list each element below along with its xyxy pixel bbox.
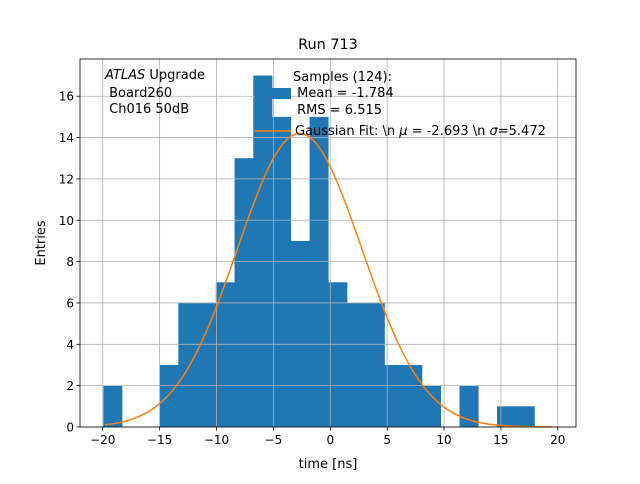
histogram-bar: [497, 406, 517, 427]
x-tick-label: 20: [550, 433, 565, 447]
atlas-label: ATLAS: [104, 68, 145, 83]
histogram-bar: [178, 302, 198, 427]
histogram-bar: [309, 116, 329, 428]
histogram-bar: [515, 406, 535, 427]
x-tick-label: −10: [204, 433, 229, 447]
x-tick-label: −20: [90, 433, 115, 447]
x-tick-label: 0: [326, 433, 334, 447]
histogram-bar: [384, 364, 404, 427]
histogram-bar: [159, 364, 179, 427]
y-tick-label: 16: [59, 90, 74, 104]
histogram-bar: [347, 302, 367, 427]
channel-label: Ch016 50dB: [105, 102, 189, 117]
legend: Samples (124): Mean = -1.784 RMS = 6.515…: [255, 70, 546, 139]
histogram-bars: [103, 75, 535, 428]
histogram-bar: [103, 385, 123, 427]
gaussian-fit-line: [104, 132, 553, 428]
y-axis-label: Entries: [34, 220, 49, 266]
legend-fit-label: Gaussian Fit: \n μ = -2.693 \n σ=5.472: [295, 124, 546, 139]
x-tick-label: 15: [493, 433, 508, 447]
x-tick-label: 10: [436, 433, 451, 447]
y-tick-label: 14: [59, 131, 74, 145]
upgrade-label: Upgrade: [145, 68, 205, 83]
histogram-bar: [197, 302, 217, 427]
legend-hist-line2: Mean = -1.784: [293, 86, 394, 101]
legend-hist-line3: RMS = 6.515: [293, 103, 382, 118]
histogram-bar: [215, 282, 235, 427]
histogram-bar: [272, 116, 292, 428]
histogram-bar: [234, 158, 254, 427]
histogram-bar: [365, 302, 385, 427]
y-tick-label: 12: [59, 172, 74, 186]
axes-frame: [79, 58, 577, 428]
y-tick-label: 6: [66, 296, 74, 310]
histogram-bar: [253, 75, 273, 427]
x-ticks: −20 −15 −10 −5 0 5 10 15 20: [90, 427, 565, 447]
histogram-bar: [403, 364, 423, 427]
y-tick-label: 0: [66, 421, 74, 435]
y-tick-label: 10: [59, 214, 74, 228]
svg-text:ATLAS Upgrade: ATLAS Upgrade: [104, 68, 205, 83]
annotation: ATLAS Upgrade Board260 Ch016 50dB: [104, 68, 205, 117]
x-tick-label: −15: [147, 433, 172, 447]
y-tick-label: 8: [66, 255, 74, 269]
x-axis-label: time [ns]: [299, 457, 358, 472]
y-tick-label: 2: [66, 379, 74, 393]
board-label: Board260: [105, 86, 172, 101]
y-tick-label: 4: [66, 338, 74, 352]
x-tick-label: −5: [265, 433, 283, 447]
chart-title: Run 713: [298, 37, 358, 53]
legend-hist-swatch: [255, 88, 291, 99]
histogram-bar: [328, 282, 348, 427]
histogram-bar: [290, 240, 310, 427]
y-ticks: 0 2 4 6 8 10 12 14 16: [59, 90, 80, 435]
histogram-bar: [459, 385, 479, 427]
x-tick-label: 5: [383, 433, 391, 447]
histogram-bar: [422, 385, 442, 427]
legend-hist-line1: Samples (124):: [293, 70, 392, 85]
